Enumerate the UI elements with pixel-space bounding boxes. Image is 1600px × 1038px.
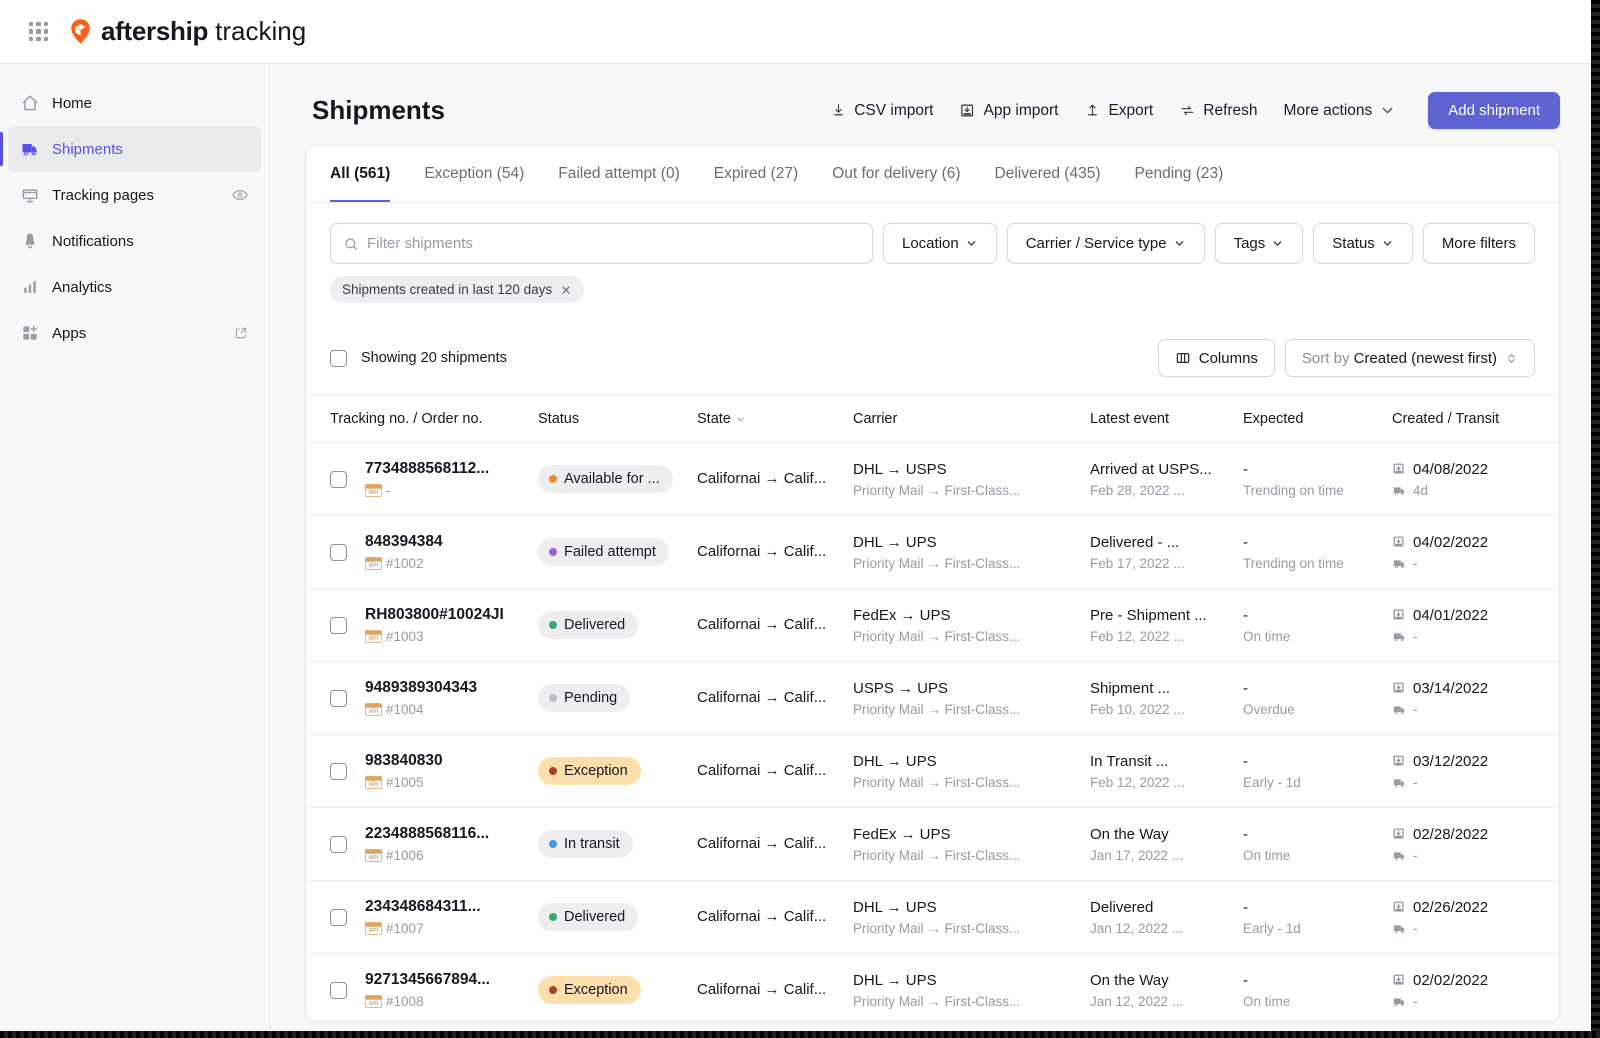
svg-text:API: API bbox=[369, 563, 379, 569]
svg-text:API: API bbox=[369, 782, 379, 788]
svg-text:API: API bbox=[369, 709, 379, 715]
svg-text:API: API bbox=[369, 490, 379, 496]
svg-text:API: API bbox=[369, 636, 379, 642]
svg-text:API: API bbox=[369, 928, 379, 934]
svg-text:API: API bbox=[369, 855, 379, 861]
svg-text:API: API bbox=[369, 1001, 379, 1007]
